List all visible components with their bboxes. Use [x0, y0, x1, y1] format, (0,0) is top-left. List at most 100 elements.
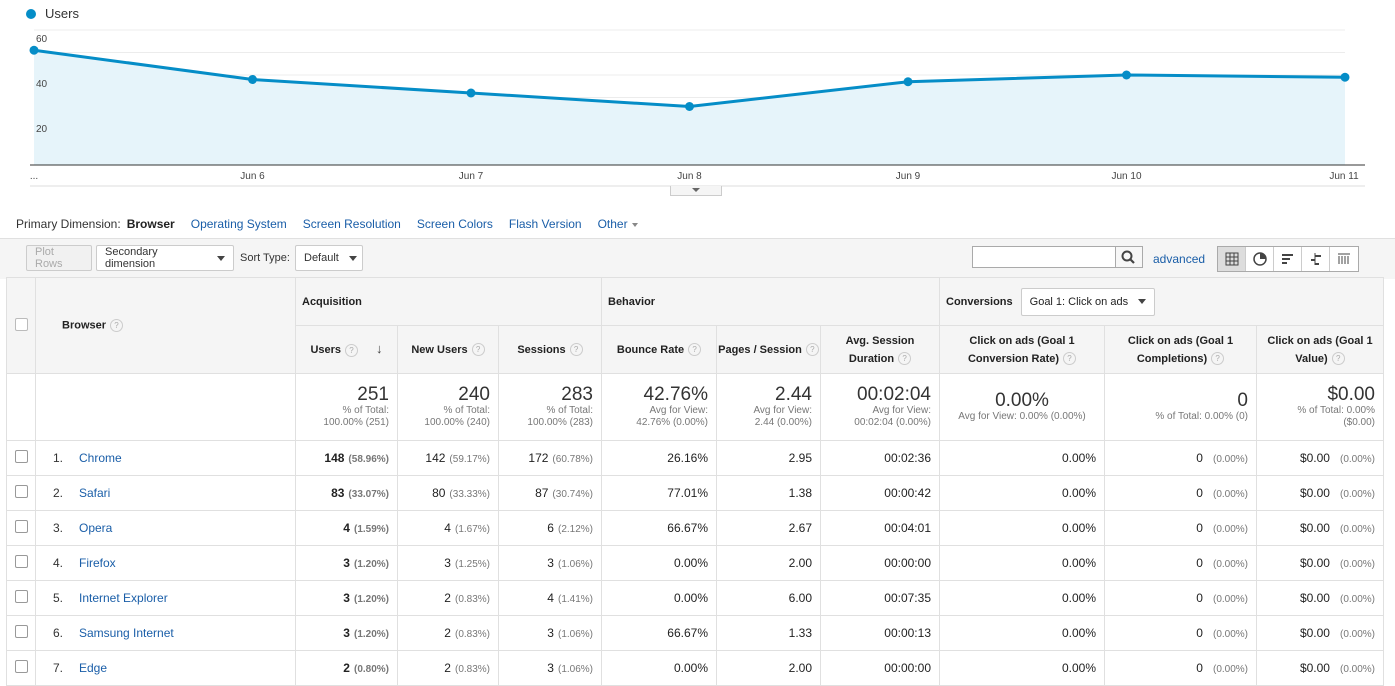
column-header-sessions[interactable]: Sessions?	[498, 325, 602, 374]
dimension-browser[interactable]: Browser	[126, 217, 175, 231]
new-users-percent: (59.17%)	[449, 454, 490, 465]
advanced-filter-link[interactable]: advanced	[1153, 252, 1206, 266]
data-point-4[interactable]	[903, 77, 913, 87]
help-icon[interactable]: ?	[569, 343, 583, 357]
column-header-label: Conversion Rate)	[967, 352, 1060, 365]
column-header-conversion-rate[interactable]: Click on ads (Goal 1 Conversion Rate)?	[939, 325, 1105, 374]
goal-value: $0.00	[1299, 451, 1330, 465]
total-cell: 2.44 Avg for View: 2.44 (0.00%)	[716, 373, 821, 441]
x-tick-label: Jun 9	[895, 171, 921, 182]
chevron-down-icon	[217, 255, 225, 261]
search-button[interactable]	[1115, 246, 1143, 268]
sort-type-select[interactable]: Default	[295, 245, 363, 271]
browser-link[interactable]: Opera	[79, 521, 113, 535]
users-cell: 3 (1.20%)	[295, 615, 398, 651]
table-search-input[interactable]	[972, 246, 1116, 268]
bar-view-icon[interactable]	[1274, 247, 1302, 271]
column-header-label: Bounce Rate	[616, 343, 685, 356]
sessions-cell: 3 (1.06%)	[498, 650, 602, 686]
help-icon[interactable]: ?	[110, 319, 124, 332]
total-value: $0.00	[1327, 384, 1375, 405]
help-icon[interactable]: ?	[345, 343, 359, 357]
browser-cell: 1. Chrome	[35, 440, 296, 476]
column-header-bounce-rate[interactable]: Bounce Rate?	[601, 325, 717, 374]
data-point-5[interactable]	[1122, 70, 1131, 80]
column-header-label: New Users	[411, 343, 468, 356]
row-checkbox[interactable]	[14, 520, 28, 533]
help-icon[interactable]: ?	[1211, 352, 1225, 366]
x-tick-label: Jun 10	[1111, 171, 1142, 182]
x-tick-label: Jun 8	[677, 171, 702, 182]
duration-cell: 00:02:36	[820, 440, 940, 476]
completions-cell: 0 (0.00%)	[1104, 475, 1257, 511]
data-point-3[interactable]	[685, 102, 694, 111]
value-cell: $0.00 (0.00%)	[1256, 475, 1384, 511]
sessions-value: 6	[547, 521, 554, 535]
duration-cell: 00:00:00	[820, 545, 940, 581]
sort-descending-icon[interactable]: ↓	[376, 341, 383, 356]
help-icon[interactable]: ?	[471, 343, 485, 357]
data-point-6[interactable]	[1340, 72, 1350, 82]
new-users-value: 2	[444, 591, 451, 605]
pie-view-icon[interactable]	[1246, 247, 1274, 271]
browser-link[interactable]: Edge	[79, 661, 108, 675]
column-header-pages-per-session[interactable]: Pages / Session?	[716, 325, 821, 374]
help-icon[interactable]: ?	[805, 343, 819, 357]
help-icon[interactable]: ?	[1063, 352, 1077, 366]
column-header-users[interactable]: Users? ↓	[295, 325, 398, 374]
help-icon[interactable]: ?	[1331, 352, 1345, 366]
row-checkbox[interactable]	[14, 625, 28, 638]
dimension-other-dropdown[interactable]: Other	[598, 217, 638, 231]
dimension-operating-system[interactable]: Operating System	[190, 217, 287, 231]
total-subtext: Avg for View: 0.00% (0.00%)	[958, 411, 1086, 422]
sessions-value: 3	[547, 556, 554, 570]
dimension-screen-colors[interactable]: Screen Colors	[416, 217, 493, 231]
row-checkbox[interactable]	[14, 590, 28, 603]
goal-value: $0.00	[1299, 591, 1330, 605]
help-icon[interactable]: ?	[898, 352, 912, 366]
data-point-0[interactable]	[29, 45, 39, 55]
goal-select[interactable]: Goal 1: Click on ads	[1020, 287, 1156, 316]
browser-cell: 3. Opera	[35, 510, 296, 546]
dimension-flash-version[interactable]: Flash Version	[508, 217, 582, 231]
browser-column-header[interactable]: Browser?	[35, 277, 296, 374]
select-all-checkbox[interactable]	[14, 317, 28, 331]
table-row: 5. Internet Explorer 3 (1.20%) 2 (0.83%) 4 (1.4…	[6, 580, 1384, 616]
value-percent: (0.00%)	[1339, 664, 1375, 675]
browser-link[interactable]: Samsung Internet	[79, 626, 174, 640]
row-checkbox[interactable]	[14, 450, 28, 463]
new-users-percent: (1.25%)	[454, 559, 490, 570]
data-point-2[interactable]	[466, 88, 476, 98]
chart-legend[interactable]: Users	[26, 6, 79, 21]
sessions-percent: (1.41%)	[557, 594, 593, 605]
pivot-view-icon[interactable]	[1330, 247, 1358, 271]
comparison-view-icon[interactable]	[1302, 247, 1330, 271]
column-header-goal-value[interactable]: Click on ads (Goal 1 Value)?	[1256, 325, 1384, 374]
table-row: 3. Opera 4 (1.59%) 4 (1.67%) 6 (2.12%) 66.67% 2.6…	[6, 510, 1384, 546]
x-tick-label: Jun 11	[1329, 171, 1359, 182]
row-checkbox[interactable]	[14, 555, 28, 568]
new-users-percent: (0.83%)	[454, 629, 490, 640]
row-index: 7.	[53, 661, 64, 675]
row-checkbox[interactable]	[14, 485, 28, 498]
total-subtext: 00:02:04 (0.00%)	[854, 417, 931, 428]
browser-link[interactable]: Chrome	[79, 451, 122, 465]
sessions-percent: (30.74%)	[552, 489, 593, 500]
help-icon[interactable]: ?	[688, 343, 702, 357]
row-checkbox[interactable]	[14, 660, 28, 673]
column-header-avg-session-duration[interactable]: Avg. Session Duration?	[820, 325, 940, 374]
browser-link[interactable]: Internet Explorer	[79, 591, 168, 605]
column-header-label: Value)	[1295, 352, 1328, 365]
column-header-new-users[interactable]: New Users?	[397, 325, 499, 374]
plot-rows-button[interactable]: Plot Rows	[26, 245, 92, 271]
chart-collapse-toggle[interactable]	[670, 186, 722, 196]
table-view-icon[interactable]	[1218, 247, 1246, 271]
secondary-dimension-select[interactable]: Secondary dimension	[96, 245, 234, 271]
dimension-screen-resolution[interactable]: Screen Resolution	[302, 217, 401, 231]
browser-link[interactable]: Safari	[79, 486, 111, 500]
select-all-cell	[6, 277, 36, 374]
browser-link[interactable]: Firefox	[79, 556, 116, 570]
column-header-goal-completions[interactable]: Click on ads (Goal 1 Completions)?	[1104, 325, 1257, 374]
sessions-cell: 3 (1.06%)	[498, 615, 602, 651]
data-point-1[interactable]	[248, 75, 257, 84]
